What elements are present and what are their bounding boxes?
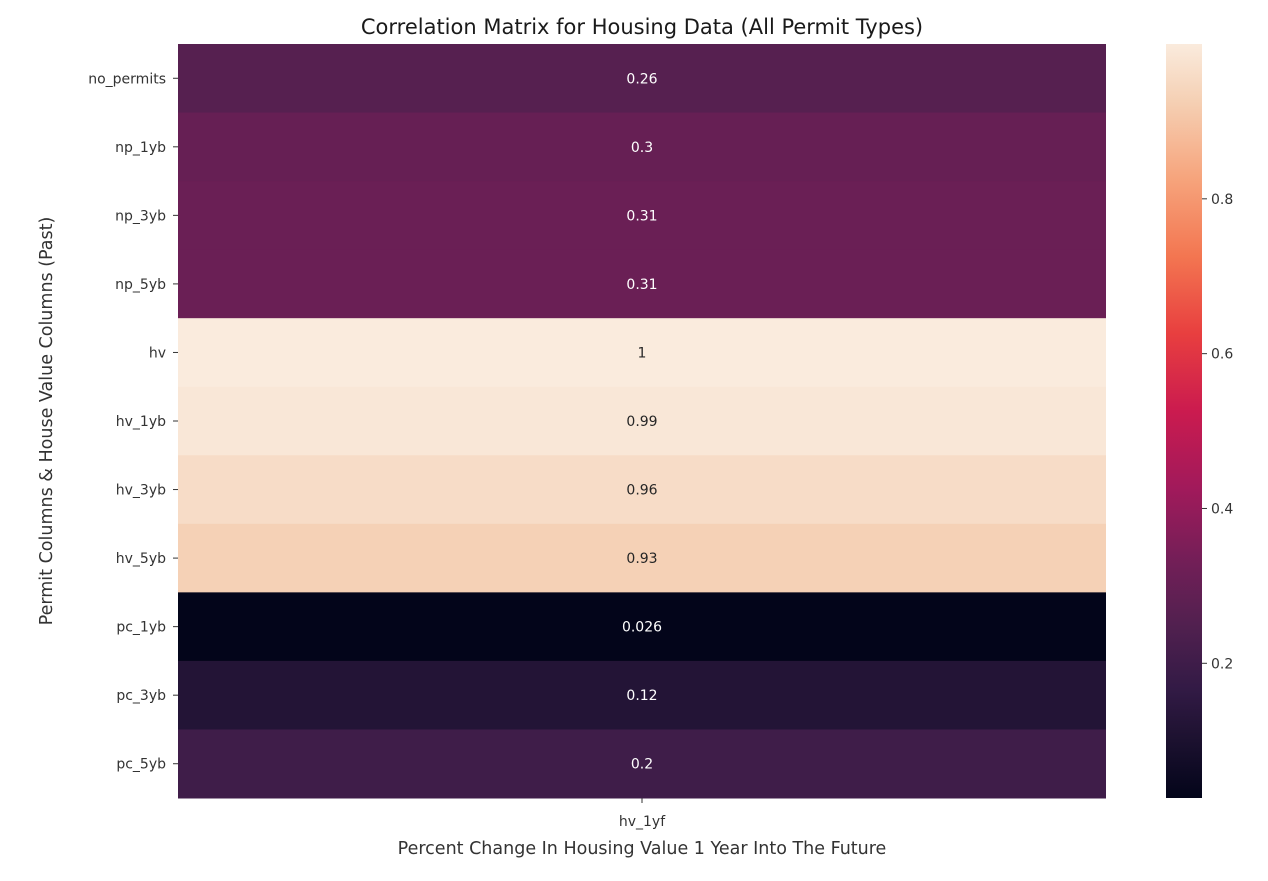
- chart-title: Correlation Matrix for Housing Data (All…: [361, 15, 923, 39]
- y-tick-label: pc_3yb: [116, 688, 166, 704]
- colorbar-tick-label: 0.2: [1211, 656, 1233, 672]
- cell-value-label-hv: 1: [638, 345, 647, 361]
- heatmap-cell-np_3yb: [178, 181, 1106, 251]
- colorbar: [1166, 44, 1202, 798]
- y-tick-label: hv_1yb: [116, 414, 166, 430]
- heatmap-cell-pc_5yb: [178, 729, 1106, 799]
- heatmap-cell-np_5yb: [178, 249, 1106, 319]
- y-tick-label: np_3yb: [115, 208, 166, 224]
- x-axis-label: Percent Change In Housing Value 1 Year I…: [398, 839, 887, 859]
- cell-value-label-np_3yb: 0.31: [626, 208, 657, 224]
- y-tick-label: hv_5yb: [116, 551, 166, 567]
- x-tick-label: hv_1yf: [619, 814, 666, 830]
- y-axis-label: Permit Columns & House Value Columns (Pa…: [37, 217, 57, 626]
- y-tick-label: pc_1yb: [116, 620, 166, 636]
- cell-value-label-no_permits: 0.26: [626, 71, 657, 87]
- y-tick-label: np_5yb: [115, 277, 166, 293]
- heatmap-cell-hv: [178, 318, 1106, 388]
- cell-value-label-np_1yb: 0.3: [631, 140, 653, 156]
- y-tick-label: hv_3yb: [116, 483, 166, 499]
- cell-value-label-pc_1yb: 0.026: [622, 620, 662, 636]
- heatmap-cell-no_permits: [178, 44, 1106, 114]
- y-tick-label: pc_5yb: [116, 757, 166, 773]
- cell-value-label-hv_3yb: 0.96: [626, 483, 657, 499]
- cell-value-label-np_5yb: 0.31: [626, 277, 657, 293]
- heatmap-cell-hv_5yb: [178, 523, 1106, 593]
- cell-value-label-pc_3yb: 0.12: [626, 688, 657, 704]
- heatmap-cell-np_1yb: [178, 112, 1106, 182]
- heatmap-cells: 0.26 0.3 0.31 0.31 1 0.99 0.96 0.93 0.026 0.12 0.2: [178, 44, 1106, 799]
- heatmap-cell-hv_1yb: [178, 386, 1106, 456]
- colorbar-tick-label: 0.4: [1211, 501, 1233, 517]
- cell-value-label-hv_1yb: 0.99: [626, 414, 657, 430]
- y-tick-label: np_1yb: [115, 140, 166, 156]
- y-tick-label: no_permits: [88, 71, 166, 87]
- heatmap-cell-pc_1yb: [178, 592, 1106, 662]
- heatmap-cell-pc_3yb: [178, 660, 1106, 730]
- colorbar-ticks: 0.2 0.4 0.6 0.8: [1202, 192, 1233, 672]
- x-axis-ticks: hv_1yf: [619, 798, 666, 830]
- colorbar-tick-label: 0.8: [1211, 192, 1233, 208]
- heatmap-cell-hv_3yb: [178, 455, 1106, 525]
- cell-value-label-pc_5yb: 0.2: [631, 757, 653, 773]
- y-tick-label: hv: [149, 345, 166, 361]
- colorbar-tick-label: 0.6: [1211, 347, 1233, 363]
- cell-value-label-hv_5yb: 0.93: [626, 551, 657, 567]
